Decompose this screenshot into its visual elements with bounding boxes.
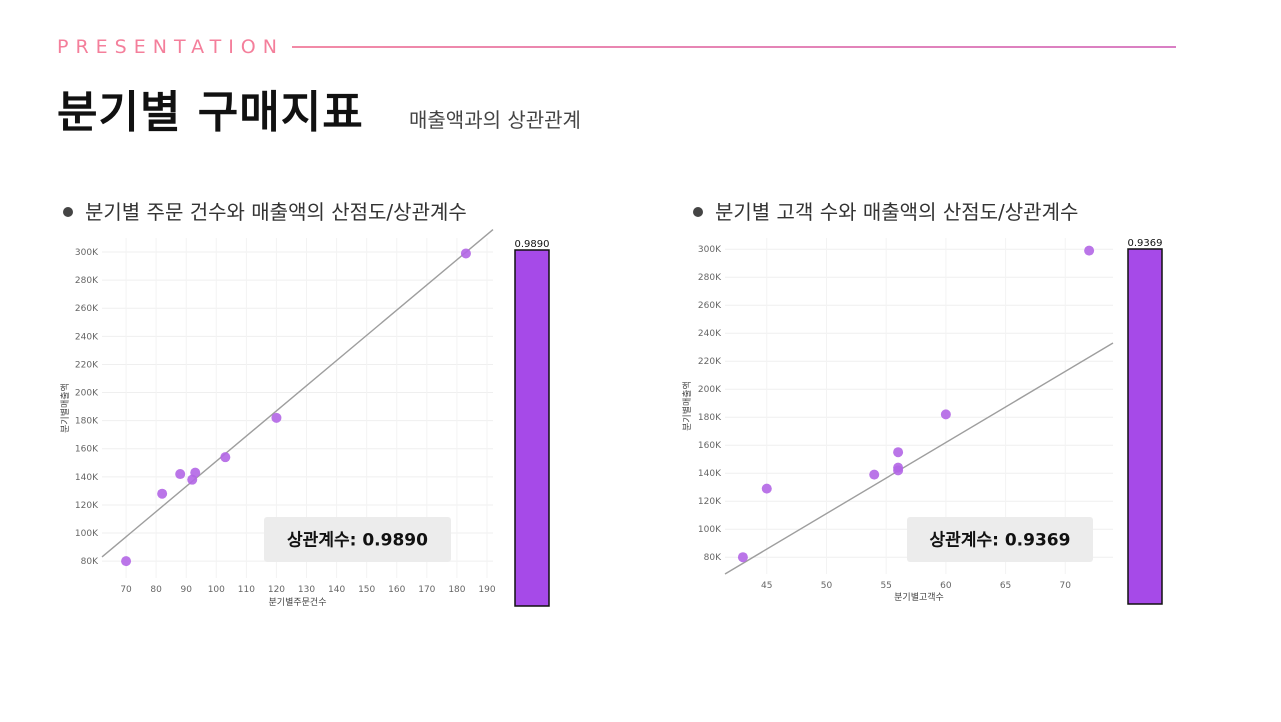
x-tick-label: 80 (150, 585, 162, 595)
scatter-point (893, 465, 904, 476)
scatter-point (157, 488, 168, 499)
y-tick-label: 80K (81, 557, 99, 567)
y-axis-label: 분기별매출액 (59, 383, 71, 433)
scatter-point (737, 552, 748, 563)
x-tick-label: 55 (880, 581, 891, 591)
trend-line (724, 342, 1114, 575)
scatter-point (869, 469, 880, 480)
header-divider (292, 46, 1176, 48)
y-tick-label: 120K (75, 501, 99, 511)
y-tick-label: 300K (75, 248, 99, 258)
y-tick-label: 180K (698, 413, 722, 423)
y-tick-label: 140K (75, 473, 99, 483)
y-tick-label: 180K (75, 417, 99, 427)
y-tick-label: 80K (704, 553, 722, 563)
x-tick-label: 60 (940, 581, 952, 591)
scatter-point (121, 556, 132, 567)
x-tick-label: 70 (120, 585, 132, 595)
y-tick-label: 200K (75, 389, 99, 399)
correlation-bar (514, 249, 550, 607)
y-tick-label: 120K (698, 497, 722, 507)
correlation-label: 상관계수: 0.9890 (287, 531, 428, 551)
scatter-point (940, 409, 951, 420)
y-tick-label: 280K (75, 276, 99, 286)
correlation-box (264, 517, 451, 562)
x-tick-label: 70 (1060, 581, 1072, 591)
x-axis-label: 분기별고객수 (894, 592, 944, 603)
presentation-kicker: PRESENTATION (57, 36, 284, 58)
x-tick-label: 65 (1000, 581, 1011, 591)
x-tick-label: 110 (238, 585, 255, 595)
page-subtitle: 매출액과의 상관관계 (409, 108, 581, 132)
section-label: 분기별 고객 수와 매출액의 산점도/상관계수 (715, 200, 1079, 224)
page-title: 분기별 구매지표 (57, 87, 364, 138)
section-heading-customers: 분기별 고객 수와 매출액의 산점도/상관계수 (693, 196, 1078, 225)
y-tick-label: 280K (698, 273, 722, 283)
x-tick-label: 90 (180, 585, 192, 595)
trend-line (101, 229, 494, 558)
bullet-icon (63, 206, 73, 217)
y-tick-label: 140K (698, 469, 722, 479)
correlation-bar (1127, 248, 1163, 605)
y-tick-label: 160K (698, 441, 722, 451)
bullet-icon (693, 206, 703, 217)
y-tick-label: 260K (698, 301, 722, 311)
y-tick-label: 260K (75, 304, 99, 314)
x-tick-label: 150 (358, 585, 375, 595)
scatter-point (271, 412, 282, 423)
y-axis-label: 분기별매출액 (681, 381, 693, 431)
x-tick-label: 100 (208, 585, 225, 595)
scatter-point (893, 447, 904, 458)
scatter-point (1084, 245, 1095, 256)
correlation-bar-label: 0.9369 (1128, 238, 1163, 249)
x-tick-label: 130 (298, 585, 315, 595)
y-tick-label: 240K (698, 329, 722, 339)
section-label: 분기별 주문 건수와 매출액의 산점도/상관계수 (85, 200, 467, 224)
scatter-point (175, 469, 186, 480)
x-tick-label: 170 (418, 585, 435, 595)
scatter-point (761, 483, 772, 494)
x-tick-label: 190 (478, 585, 495, 595)
x-axis-label: 분기별주문건수 (269, 597, 327, 608)
scatter-point (460, 248, 471, 259)
correlation-bar-label: 0.9890 (515, 239, 550, 250)
x-tick-label: 120 (268, 585, 285, 595)
y-tick-label: 200K (698, 385, 722, 395)
x-tick-label: 180 (448, 585, 465, 595)
y-tick-label: 160K (75, 445, 99, 455)
y-tick-label: 100K (75, 529, 99, 539)
y-tick-label: 100K (698, 525, 722, 535)
x-tick-label: 160 (388, 585, 405, 595)
x-tick-label: 140 (328, 585, 345, 595)
y-tick-label: 300K (698, 245, 722, 255)
y-tick-label: 240K (75, 332, 99, 342)
scatter-point (190, 467, 201, 478)
scatter-point (220, 452, 231, 463)
correlation-label: 상관계수: 0.9369 (930, 531, 1071, 551)
x-tick-label: 50 (821, 581, 833, 591)
correlation-box (907, 517, 1093, 562)
y-tick-label: 220K (698, 357, 722, 367)
section-heading-orders: 분기별 주문 건수와 매출액의 산점도/상관계수 (63, 196, 467, 225)
y-tick-label: 220K (75, 360, 99, 370)
x-tick-label: 45 (761, 581, 772, 591)
